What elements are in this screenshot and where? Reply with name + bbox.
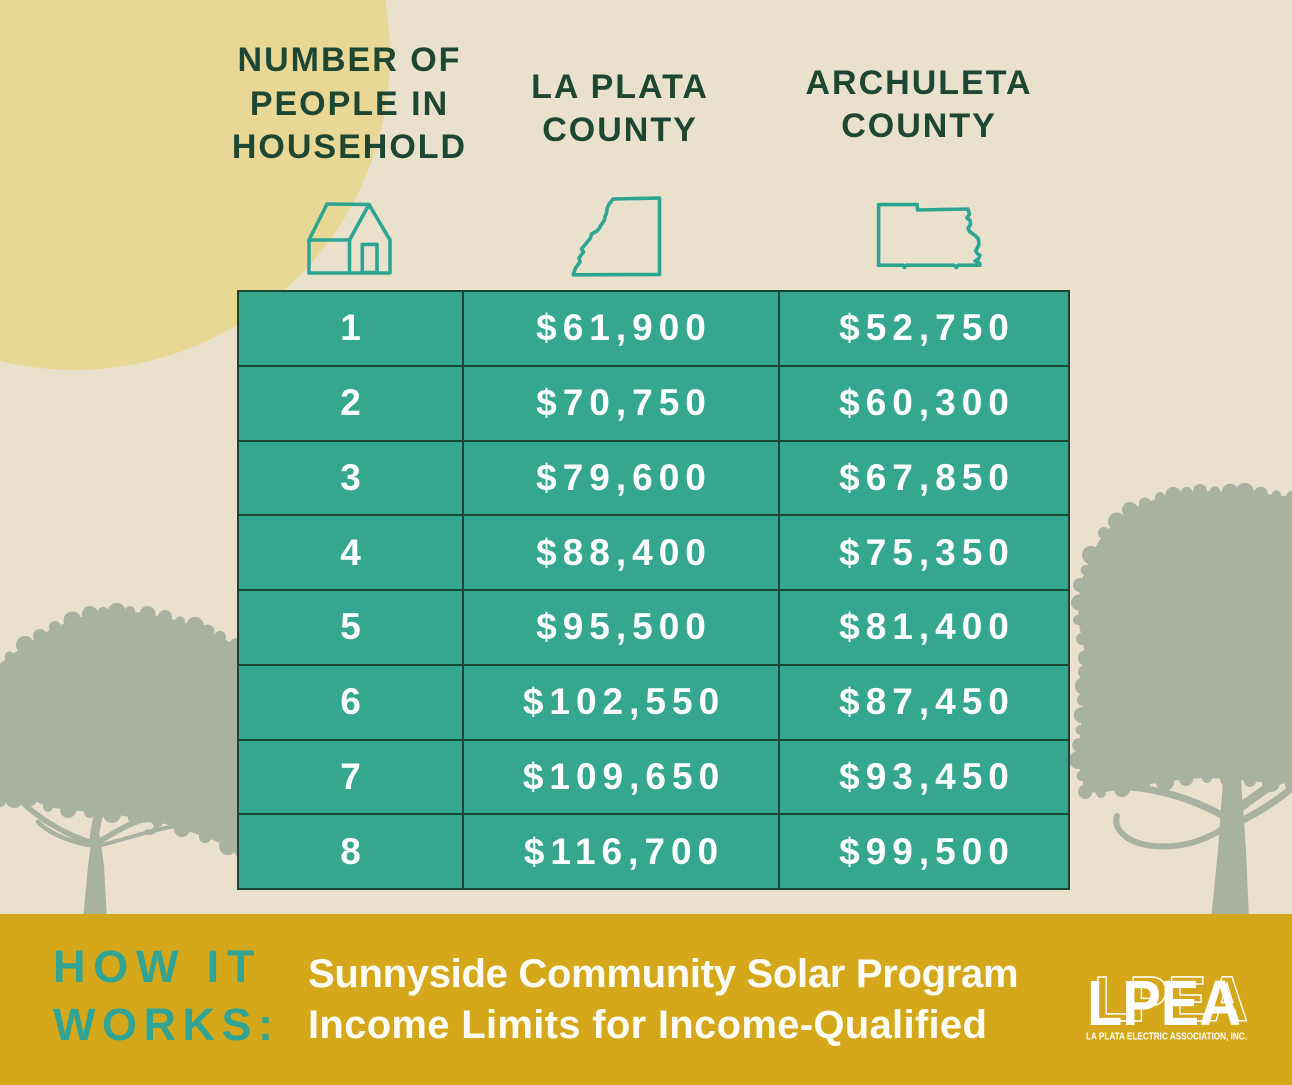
svg-text:LPEA: LPEA xyxy=(1094,970,1248,1035)
svg-text:LA PLATA ELECTRIC ASSOCIATION,: LA PLATA ELECTRIC ASSOCIATION, INC. xyxy=(1086,1032,1247,1043)
svg-text:LPEA: LPEA xyxy=(1087,970,1241,1039)
